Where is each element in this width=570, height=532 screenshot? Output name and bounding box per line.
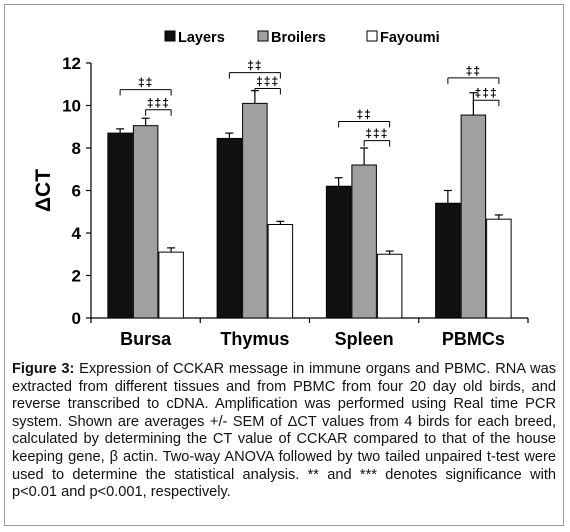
x-tick-label: PBMCs [442,329,505,349]
caption-text: Expression of CCKAR message in immune or… [12,361,556,501]
x-tick-label: Spleen [335,329,394,349]
bar-broilers-spleen [351,164,377,319]
significance-marker: ‡‡ [138,76,153,90]
significance-marker: ‡‡‡ [365,127,388,141]
legend-label-layers: Layers [178,30,225,46]
y-tick-label: 12 [62,54,81,73]
bar-layers-pbmcs [435,202,461,319]
bar-fayoumi-spleen [376,253,403,319]
bar-broilers-pbmcs [460,114,487,319]
bar-layers-bursa [107,132,133,319]
x-tick-label: Bursa [120,329,172,349]
bar-layers-spleen [325,185,352,319]
legend-label-broilers: Broilers [271,30,326,46]
bar-fayoumi-thymus [267,224,294,319]
legend-swatch-layers [164,30,176,42]
y-tick-label: 10 [62,97,81,116]
significance-marker: ‡‡ [356,107,371,121]
legend-label-fayoumi: Fayoumi [380,30,440,46]
caption-label: Figure 3: [12,361,75,377]
y-tick-label: 8 [72,139,81,158]
bar-fayoumi-pbmcs [486,218,512,319]
y-tick-label: 4 [72,224,82,243]
x-tick-label: Thymus [220,329,289,349]
significance-marker: ‡‡‡ [256,75,279,89]
y-tick-label: 6 [72,182,81,201]
bar-fayoumi-bursa [158,251,184,319]
legend-swatch-broilers [257,30,269,42]
bar-broilers-bursa [132,125,159,319]
bar-broilers-thymus [242,102,268,319]
legend-swatch-fayoumi [366,30,378,42]
significance-marker: ‡‡‡ [475,86,498,100]
figure-caption: Figure 3: Expression of CCKAR message in… [12,361,556,502]
significance-marker: ‡‡‡ [147,96,170,110]
significance-marker: ‡‡ [466,64,481,78]
y-tick-label: 0 [72,309,81,328]
y-tick-label: 2 [72,267,81,286]
bar-layers-thymus [216,137,243,319]
significance-marker: ‡‡ [247,59,262,73]
y-axis-title: ΔCT [32,169,55,212]
